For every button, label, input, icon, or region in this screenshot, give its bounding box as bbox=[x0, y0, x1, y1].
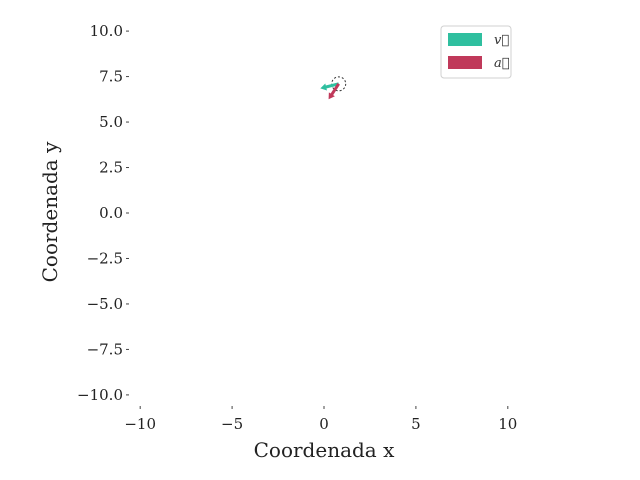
y-tick-label: 10.0 bbox=[90, 22, 123, 40]
y-tick-label: −2.5 bbox=[87, 249, 123, 267]
x-tick-label: 10 bbox=[498, 415, 517, 433]
legend: v⃗ a⃗ bbox=[440, 25, 512, 79]
legend-label-a: a⃗ bbox=[494, 56, 510, 71]
legend-swatch-v bbox=[448, 33, 482, 46]
y-axis-ticks: 10.0 7.5 5.0 2.5 0.0 −2.5 −5.0 −7.5 −10.0 bbox=[77, 22, 129, 404]
x-axis-label: Coordenada x bbox=[254, 438, 395, 462]
particle-marker bbox=[331, 76, 347, 92]
vectors bbox=[320, 82, 340, 100]
y-tick-label: −5.0 bbox=[87, 295, 123, 313]
y-tick-label: 7.5 bbox=[99, 68, 123, 86]
velocity-vector-head bbox=[320, 83, 328, 91]
x-tick-label: 0 bbox=[319, 415, 329, 433]
plot-marks bbox=[320, 76, 347, 100]
velocity-vector-shaft bbox=[324, 82, 340, 89]
legend-label-v: v⃗ bbox=[494, 33, 509, 48]
legend-swatch-a bbox=[448, 56, 482, 69]
y-axis-label: Coordenada y bbox=[38, 141, 62, 282]
acceleration-vector-head bbox=[328, 92, 335, 100]
y-tick-label: −10.0 bbox=[77, 386, 123, 404]
y-tick-label: 0.0 bbox=[99, 204, 123, 222]
x-tick-label: −5 bbox=[221, 415, 243, 433]
y-tick-label: 2.5 bbox=[99, 159, 123, 177]
x-tick-label: 5 bbox=[411, 415, 421, 433]
y-tick-label: 5.0 bbox=[99, 113, 123, 131]
y-tick-label: −7.5 bbox=[87, 340, 123, 358]
acceleration-vector-shaft bbox=[329, 83, 340, 97]
x-axis-ticks: −10 −5 0 5 10 bbox=[124, 406, 517, 433]
x-tick-label: −10 bbox=[124, 415, 156, 433]
